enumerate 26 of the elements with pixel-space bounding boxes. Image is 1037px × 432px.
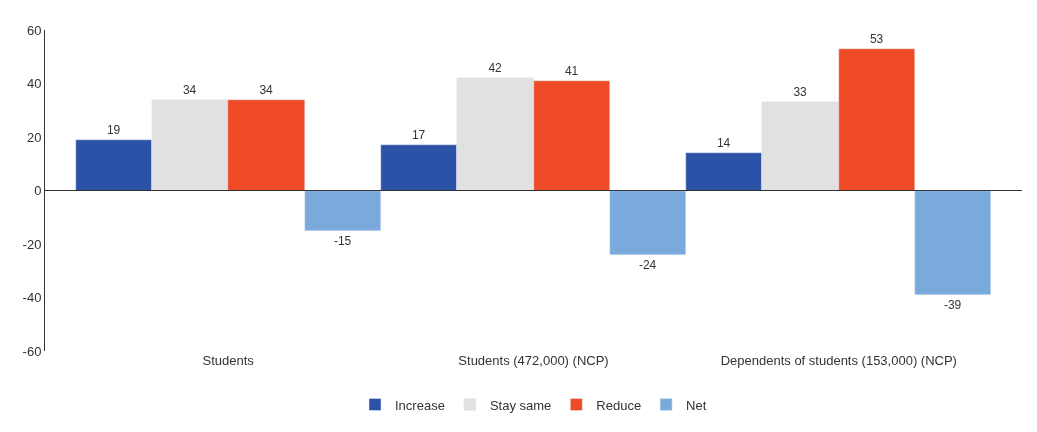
data-label: -24 xyxy=(638,257,657,272)
legend-label: Reduce xyxy=(596,397,642,413)
data-label: 14 xyxy=(716,135,731,150)
y-tick-label: 60 xyxy=(26,22,42,38)
y-tick-label: 40 xyxy=(26,76,42,92)
y-tick-label: 0 xyxy=(34,183,42,199)
data-label: 17 xyxy=(411,127,426,142)
data-label: 34 xyxy=(182,82,197,97)
y-tick-label: -20 xyxy=(22,236,42,252)
y-tick-label: 20 xyxy=(26,129,42,145)
legend-label: Net xyxy=(686,397,707,413)
data-label: -39 xyxy=(943,297,962,312)
data-label: 42 xyxy=(488,60,503,75)
data-label: 19 xyxy=(106,122,121,137)
data-label: 41 xyxy=(564,63,579,78)
y-tick-label: -60 xyxy=(22,343,42,359)
legend-label: Stay same xyxy=(489,397,552,413)
x-tick-label: Dependents of students (153,000) (NCP) xyxy=(720,353,957,368)
data-label: 53 xyxy=(869,31,884,46)
x-tick-label: Students (472,000) (NCP) xyxy=(458,353,609,368)
y-tick-label: -40 xyxy=(22,290,42,306)
data-label: 33 xyxy=(793,84,808,99)
x-tick-label: Students xyxy=(202,353,255,368)
data-label: -15 xyxy=(333,233,352,248)
legend-label: Increase xyxy=(395,397,445,413)
data-label: 34 xyxy=(259,82,274,97)
